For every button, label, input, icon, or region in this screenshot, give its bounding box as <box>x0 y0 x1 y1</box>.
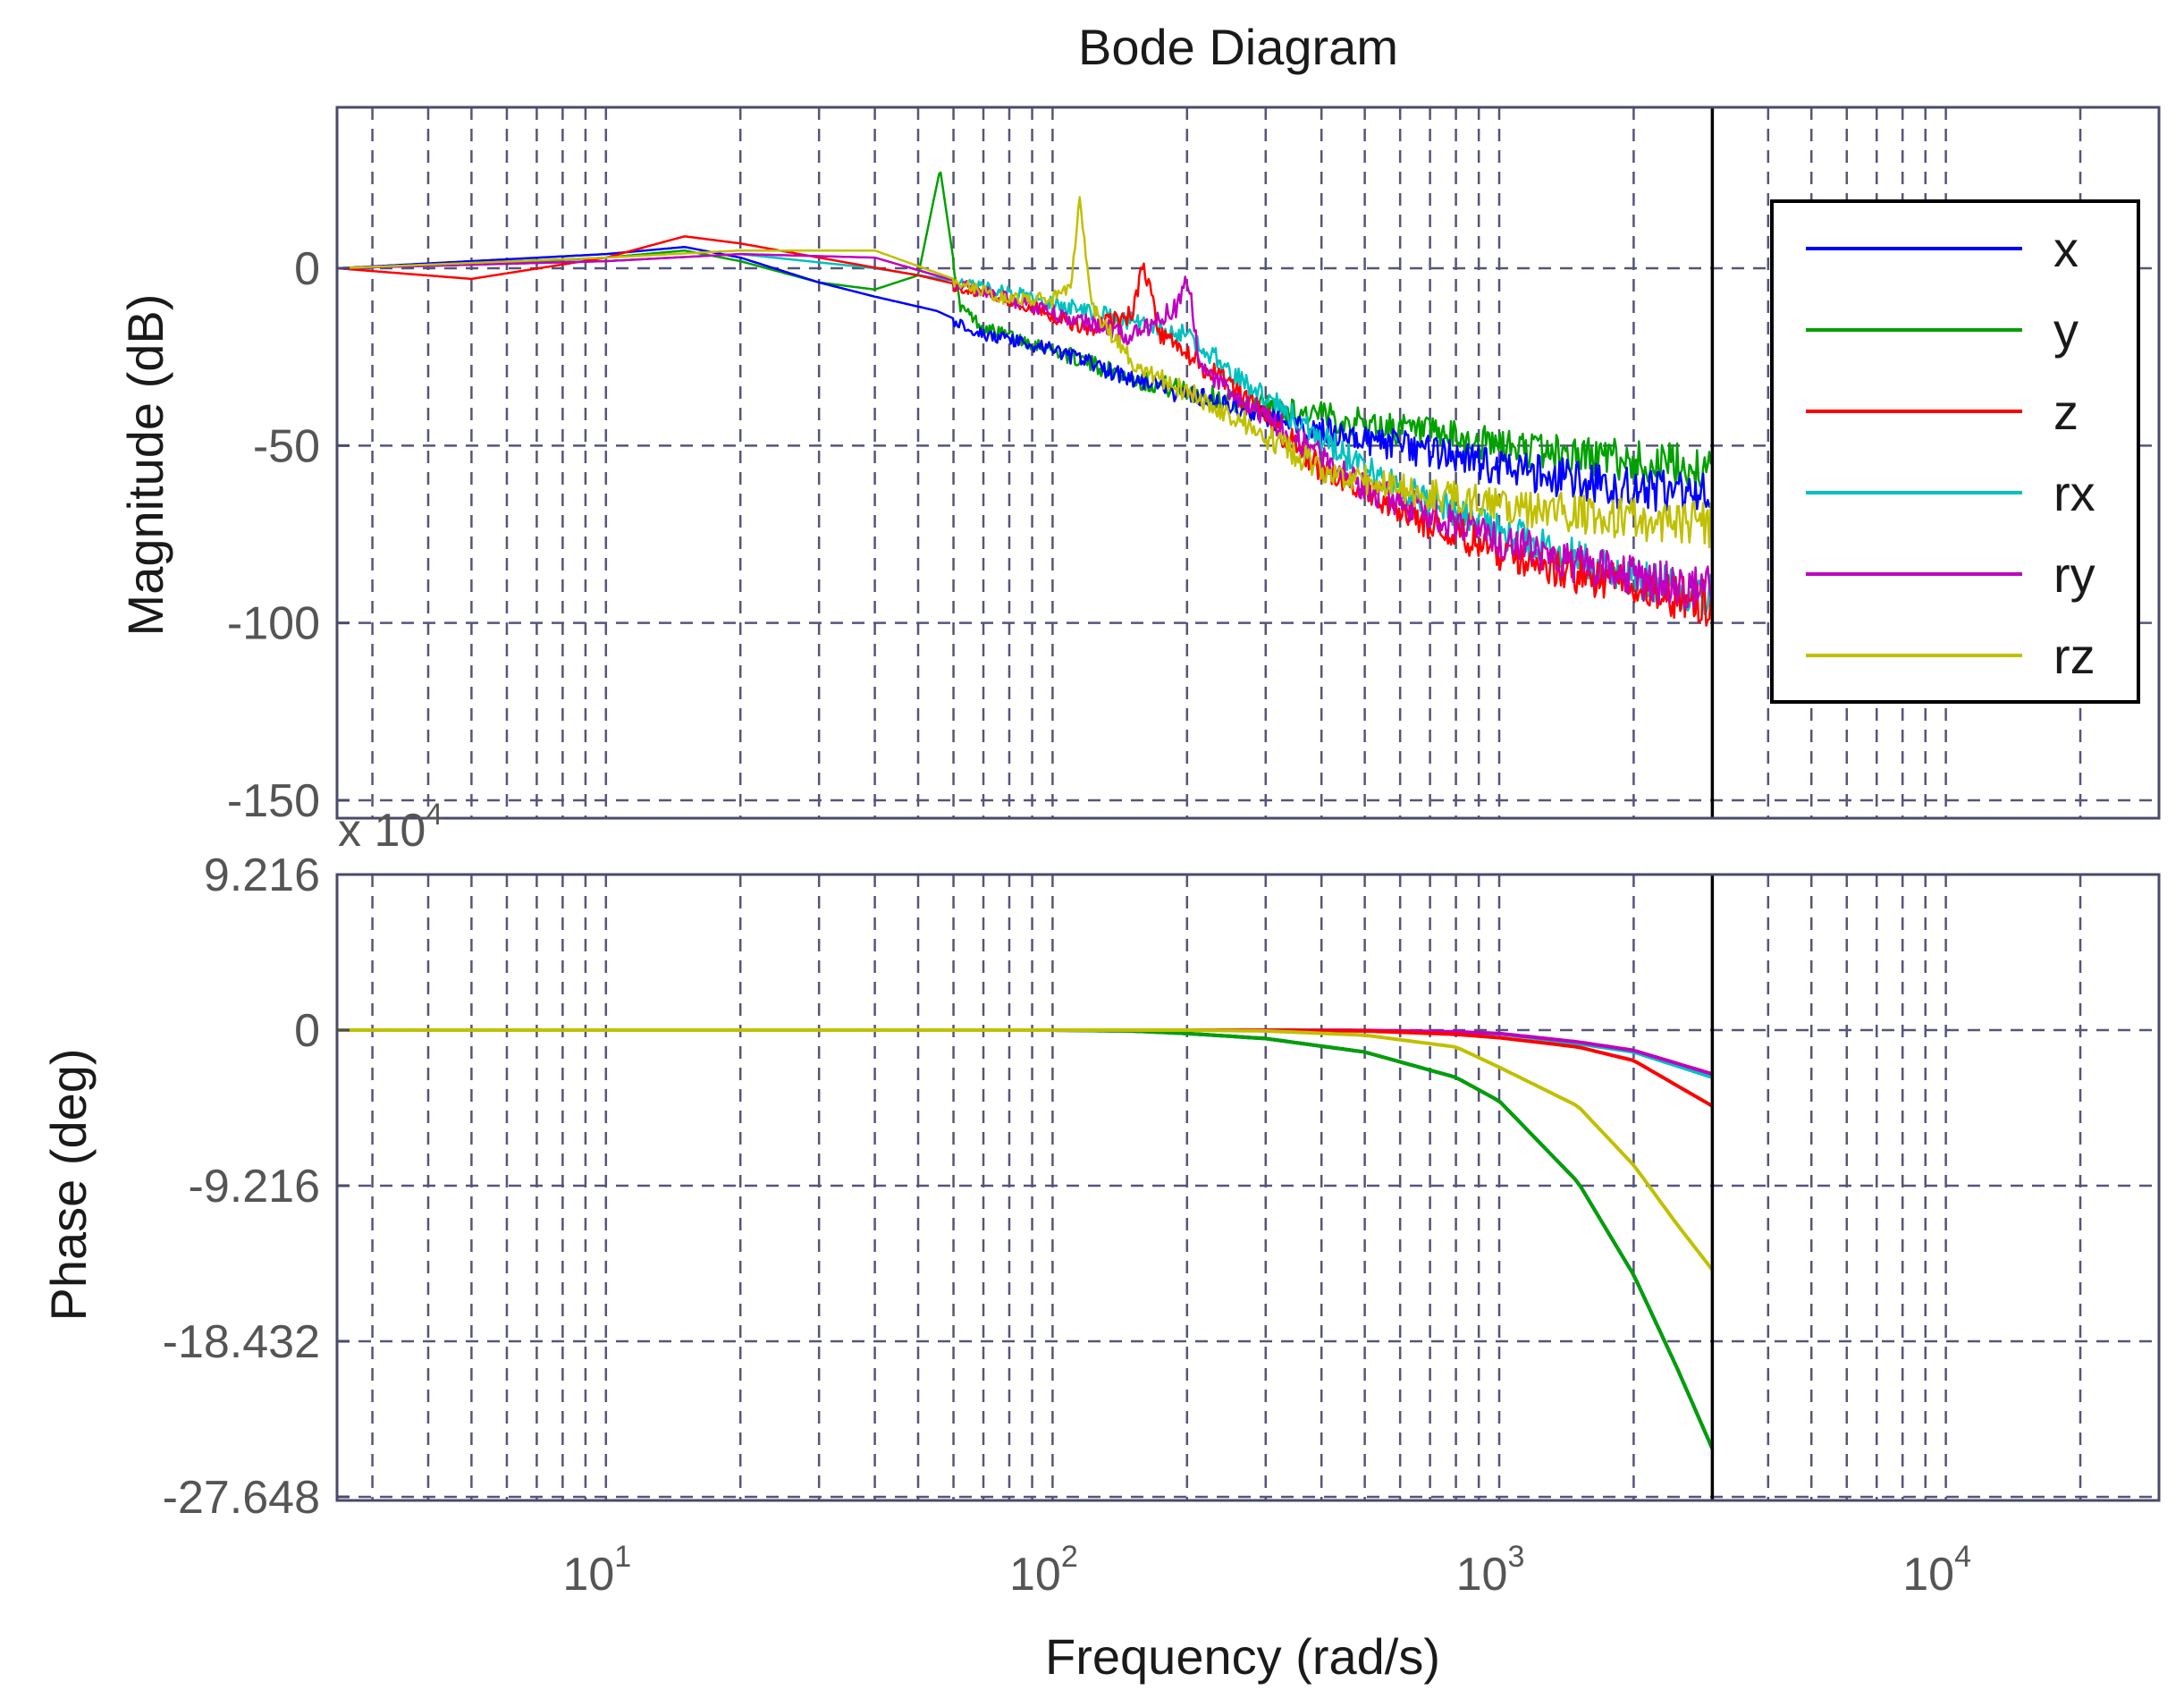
phase-y-multiplier-base: x 10 <box>338 805 426 857</box>
magnitude-frame <box>335 106 2161 820</box>
legend-label-rz: rz <box>2053 628 2095 684</box>
legend-label-rx: rx <box>2053 465 2095 521</box>
chart-title: Bode Diagram <box>1078 19 1398 75</box>
y-tick-label: -18.432 <box>163 1316 320 1368</box>
phase-traces <box>337 1028 1715 1449</box>
x-tick-base: 10 <box>1009 1549 1061 1601</box>
legend-label-y: y <box>2053 302 2079 359</box>
y-tick-label: -50 <box>253 420 320 472</box>
trace-x <box>336 246 1714 513</box>
legend-box <box>1770 199 2140 704</box>
trace-ry <box>337 252 1714 611</box>
magnitude-y-ticks: 0 -50 -100 -150 <box>227 243 350 827</box>
trace-z <box>336 235 1714 627</box>
legend-items: xyz rx ry rz <box>1806 221 2095 684</box>
x-tick-label: 104 <box>1902 1540 1971 1601</box>
x-tick-exp: 4 <box>1954 1540 1971 1574</box>
phase-grid <box>337 873 2159 1500</box>
phase-y-ticks: 9.216 0 -9.216 -18.432 -27.648 <box>163 849 350 1524</box>
y-tick-label: 0 <box>294 1005 320 1057</box>
legend: xyz rx ry rz <box>1770 199 2140 704</box>
trace-rz <box>337 1028 1714 1272</box>
y-tick-label: -100 <box>227 598 320 650</box>
phase-y-multiplier: x 104 <box>338 798 443 857</box>
x-tick-exp: 3 <box>1507 1540 1524 1574</box>
y-tick-label: 0 <box>294 243 320 295</box>
legend-label-ry: ry <box>2053 546 2095 603</box>
legend-label-z: z <box>2053 384 2079 440</box>
y-tick-label: -27.648 <box>163 1472 320 1524</box>
x-tick-label: 103 <box>1456 1540 1525 1601</box>
y-tick-label: -9.216 <box>189 1161 320 1213</box>
legend-label-x: x <box>2053 221 2079 277</box>
phase-x-ticks: 101 102 103 104 <box>562 1540 1971 1601</box>
x-tick-base: 10 <box>1902 1549 1954 1601</box>
trace-rz <box>336 196 1714 549</box>
y-tick-label: 9.216 <box>204 849 320 901</box>
x-tick-base: 10 <box>1456 1549 1508 1601</box>
magnitude-traces <box>336 171 1714 627</box>
x-tick-label: 101 <box>562 1540 631 1601</box>
x-axis-label: Frequency (rad/s) <box>1045 1628 1440 1685</box>
x-tick-exp: 2 <box>1061 1540 1078 1574</box>
magnitude-y-label: Magnitude (dB) <box>117 294 173 637</box>
phase-y-multiplier-exp: 4 <box>426 798 443 832</box>
phase-frame <box>335 873 2161 1502</box>
y-tick-label: -150 <box>227 775 320 827</box>
x-tick-base: 10 <box>562 1549 614 1601</box>
x-tick-exp: 1 <box>614 1540 631 1574</box>
x-tick-label: 102 <box>1009 1540 1078 1601</box>
phase-y-label: Phase (deg) <box>40 1048 97 1321</box>
